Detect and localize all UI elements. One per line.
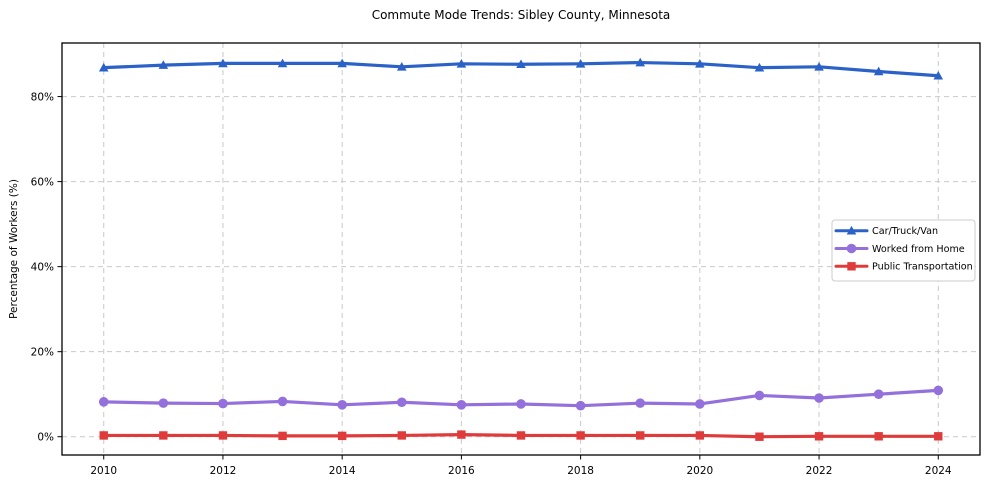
data-point-marker	[277, 58, 288, 68]
data-point-marker	[159, 431, 168, 440]
y-tick-label: 40%	[31, 261, 54, 273]
data-point-marker	[814, 393, 824, 403]
data-point-marker	[695, 59, 705, 68]
data-point-marker	[456, 59, 467, 68]
data-point-marker	[218, 398, 228, 409]
legend-item-car-truck-van: Car/Truck/Van	[834, 225, 938, 237]
data-point-marker	[396, 62, 407, 71]
data-point-marker	[397, 431, 406, 440]
legend-label: Worked from Home	[872, 244, 965, 255]
data-point-marker	[456, 400, 467, 410]
data-point-marker	[277, 396, 288, 407]
gridlines	[62, 43, 980, 455]
data-point-marker	[158, 398, 169, 408]
data-point-marker	[933, 70, 944, 80]
legend-label: Car/Truck/Van	[872, 226, 938, 237]
x-tick-label: 2022	[806, 465, 833, 477]
y-axis-label: Percentage of Workers (%)	[8, 179, 20, 319]
data-point-marker	[575, 400, 586, 411]
data-point-marker	[846, 243, 857, 254]
data-point-marker	[934, 432, 943, 441]
data-point-marker	[575, 59, 586, 68]
x-tick-label: 2018	[567, 465, 594, 477]
legend-label: Public Transportation	[872, 262, 973, 273]
data-point-marker	[218, 431, 228, 440]
x-tick-label: 2016	[448, 465, 475, 477]
legend-item-public-transportation: Public Transportation	[834, 262, 973, 273]
series-public-transportation	[99, 430, 943, 441]
data-point-marker	[933, 385, 944, 396]
data-point-marker	[814, 62, 824, 71]
chart-title: Commute Mode Trends: Sibley County, Minn…	[371, 8, 671, 22]
data-point-marker	[98, 62, 109, 72]
y-tick-label: 60%	[31, 176, 54, 188]
x-tick-label: 2024	[925, 465, 952, 477]
data-point-marker	[635, 398, 646, 408]
data-point-marker	[695, 399, 705, 409]
data-point-marker	[337, 431, 347, 441]
data-point-marker	[873, 389, 884, 399]
data-point-marker	[396, 397, 407, 408]
data-point-marker	[158, 60, 169, 69]
data-point-marker	[755, 432, 764, 441]
data-point-marker	[278, 431, 287, 441]
data-point-marker	[337, 58, 347, 68]
data-point-marker	[457, 430, 466, 439]
data-point-marker	[516, 431, 526, 440]
plot-border	[61, 42, 981, 456]
data-point-marker	[754, 390, 765, 401]
data-point-marker	[874, 432, 883, 441]
data-point-marker	[516, 59, 526, 69]
data-point-marker	[218, 58, 228, 68]
data-point-marker	[635, 57, 646, 67]
axis-ticks	[57, 96, 939, 460]
series-car-truck-van	[98, 57, 944, 80]
data-point-marker	[337, 400, 347, 410]
x-tick-label: 2012	[210, 465, 237, 477]
data-point-marker	[873, 66, 884, 76]
legend-item-worked-from-home: Worked from Home	[834, 243, 965, 255]
data-point-marker	[636, 431, 645, 440]
legend: Car/Truck/Van Worked from Home Public Tran…	[831, 219, 976, 282]
data-point-marker	[846, 225, 857, 235]
series-worked-from-home	[98, 385, 944, 411]
y-tick-label: 0%	[37, 431, 54, 443]
x-tick-label: 2020	[686, 465, 713, 477]
data-point-marker	[98, 397, 109, 407]
data-point-marker	[99, 431, 108, 440]
data-point-marker	[754, 62, 765, 72]
data-point-marker	[847, 262, 856, 271]
y-tick-label: 20%	[31, 346, 54, 358]
data-point-marker	[516, 399, 526, 409]
y-tick-label: 80%	[31, 91, 54, 103]
axis-tick-labels: 0% 20% 40% 60% 80% 2010 2012 2014 2016 2018 2020 20…	[31, 91, 952, 477]
x-tick-label: 2010	[90, 465, 117, 477]
data-point-marker	[814, 432, 824, 441]
data-point-marker	[576, 431, 585, 440]
x-tick-label: 2014	[329, 465, 356, 477]
data-point-marker	[695, 431, 705, 440]
